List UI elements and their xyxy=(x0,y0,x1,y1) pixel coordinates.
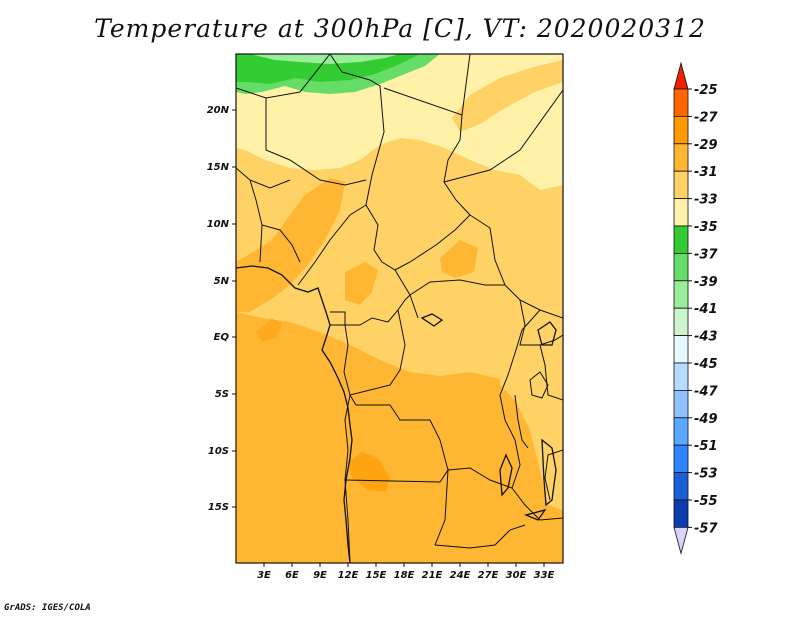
colorbar-label: -35 xyxy=(694,220,718,235)
lon-tick-label: 15E xyxy=(366,570,387,581)
colorbar-swatch xyxy=(673,499,689,528)
lat-tick-label: 20N xyxy=(207,105,230,116)
map-frame xyxy=(235,53,564,564)
colorbar-label: -29 xyxy=(694,138,718,153)
lon-tick-label: 24E xyxy=(450,570,471,581)
colorbar-swatch xyxy=(673,280,689,309)
lon-tick-label: 9E xyxy=(313,570,327,581)
lat-tick-label: 15S xyxy=(208,502,229,513)
colorbar-swatch xyxy=(673,362,689,391)
colorbar-label: -51 xyxy=(694,439,718,454)
border-line xyxy=(409,279,505,296)
lake-outline xyxy=(541,438,557,507)
colorbar-label: -31 xyxy=(694,165,718,180)
border-line xyxy=(236,54,331,99)
lon-tick-label: 21E xyxy=(422,570,443,581)
colorbar-swatch xyxy=(673,472,689,501)
lat-tick-label: EQ xyxy=(214,332,230,343)
country-borders xyxy=(236,54,563,563)
colorbar-label: -37 xyxy=(694,247,718,262)
colorbar-swatch xyxy=(673,417,689,446)
colorbar-swatch xyxy=(673,389,689,419)
colorbar-label: -57 xyxy=(694,521,718,536)
lon-tick-label: 30E xyxy=(506,570,527,581)
colorbar-swatch xyxy=(673,116,689,145)
border-line xyxy=(356,404,449,471)
map-title: Temperature at 300hPa [C], VT: 202002031… xyxy=(94,14,706,43)
lake-outline xyxy=(420,313,444,327)
lake-outline xyxy=(499,453,513,497)
border-line xyxy=(529,371,549,399)
lon-tick-label: 12E xyxy=(338,570,359,581)
colorbar-swatch xyxy=(673,143,689,172)
border-line xyxy=(519,299,563,346)
colorbar-label: -47 xyxy=(694,384,718,399)
colorbar-bottom-arrow xyxy=(673,527,689,555)
border-line xyxy=(249,179,291,189)
border-line xyxy=(330,294,411,326)
colorbar-swatch xyxy=(673,198,689,227)
field-patch-29-center xyxy=(345,262,378,305)
field-patch-29-west xyxy=(236,178,345,312)
colorbar-label: -53 xyxy=(694,467,718,482)
lat-tick-label: 5N xyxy=(214,276,230,287)
field-band-39 xyxy=(250,54,400,64)
border-line xyxy=(236,167,263,263)
border-line xyxy=(434,524,526,549)
border-line xyxy=(330,324,357,406)
coastline-path xyxy=(236,265,353,563)
colorbar-label: -45 xyxy=(694,357,718,372)
border-line xyxy=(544,449,563,501)
field-patch-27-angola xyxy=(348,452,390,492)
grads-credit: GrADS: IGES/COLA xyxy=(4,603,91,613)
lon-tick-label: 18E xyxy=(394,570,415,581)
lake-outline xyxy=(523,508,547,521)
border-line xyxy=(539,344,563,401)
border-line xyxy=(265,98,367,186)
colorbar-swatch xyxy=(673,88,689,117)
colorbar: -25 -27 -29 -31 -33 -35 -37 -39 -41 -43 -45 -47 -49 -… xyxy=(673,61,718,555)
border-line xyxy=(499,309,541,441)
border-line xyxy=(261,224,301,263)
colorbar-label: -41 xyxy=(694,302,718,317)
field-streak-31-ne xyxy=(452,60,563,132)
border-line xyxy=(514,394,529,449)
longitude-axis: 3E 6E 9E 12E 15E 18E 21E 24E 27E 30E 33E xyxy=(257,563,555,581)
colorbar-swatch xyxy=(673,307,689,337)
colorbar-swatch xyxy=(673,444,689,474)
colorbar-label: -55 xyxy=(694,494,718,509)
lat-tick-label: 10S xyxy=(208,446,229,457)
lon-tick-label: 33E xyxy=(534,570,555,581)
lat-tick-label: 5S xyxy=(215,389,229,400)
border-line xyxy=(511,487,563,521)
border-line xyxy=(344,394,351,563)
field-patch-27-gabon xyxy=(256,318,282,342)
latitude-axis: 20N 15N 10N 5N EQ 5S 10S 15S xyxy=(207,105,236,513)
colorbar-label: -25 xyxy=(694,83,718,98)
border-line xyxy=(443,89,563,183)
lon-tick-label: 3E xyxy=(257,570,271,581)
border-line xyxy=(394,114,471,271)
coastline xyxy=(236,265,557,563)
lake-outline xyxy=(537,321,557,346)
field-patch-29-east xyxy=(440,240,478,278)
colorbar-label: -49 xyxy=(694,412,718,427)
colorbar-label: -39 xyxy=(694,275,718,290)
border-line xyxy=(297,204,367,286)
lat-tick-label: 10N xyxy=(207,219,230,230)
colorbar-top-arrow xyxy=(673,61,689,90)
field-band-37 xyxy=(236,54,420,84)
colorbar-swatch xyxy=(673,335,689,364)
colorbar-swatch xyxy=(673,170,689,199)
colorbar-label: -43 xyxy=(694,330,718,345)
border-line xyxy=(349,309,406,396)
colorbar-swatch xyxy=(673,252,689,282)
lat-tick-label: 15N xyxy=(207,162,230,173)
lon-tick-label: 27E xyxy=(478,570,499,581)
lon-tick-label: 6E xyxy=(285,570,299,581)
colorbar-label: -33 xyxy=(694,193,718,208)
colorbar-label: -27 xyxy=(694,110,718,125)
colorbar-swatch xyxy=(673,225,689,254)
